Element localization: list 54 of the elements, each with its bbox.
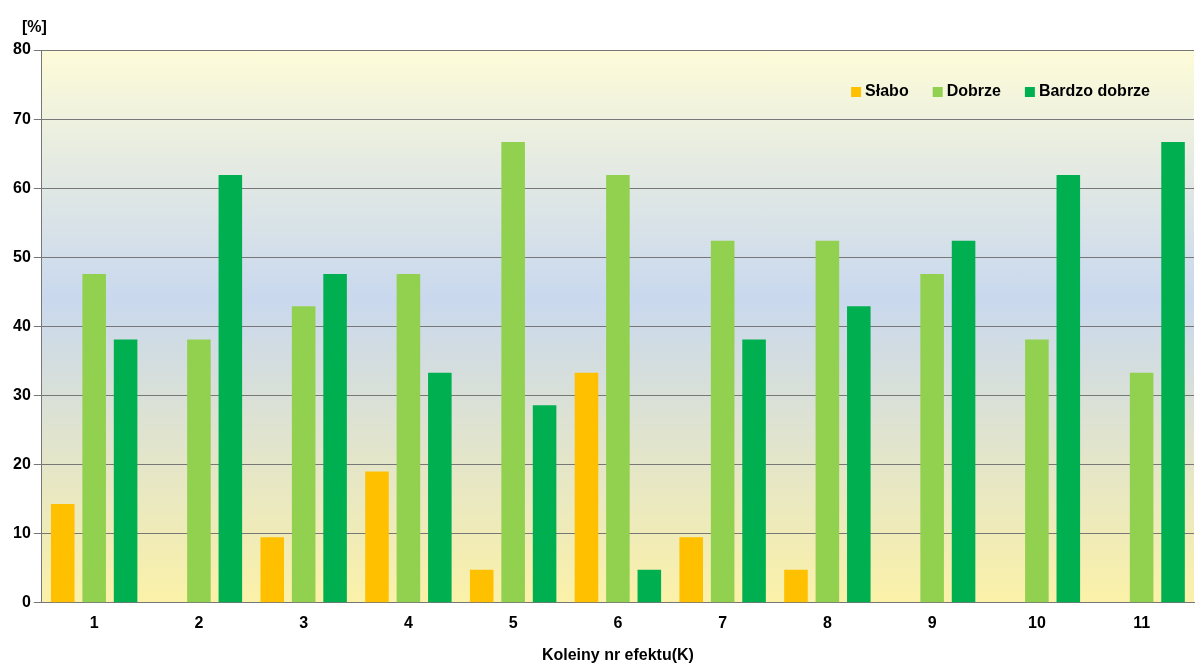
x-tick-label: 8: [822, 613, 832, 631]
bar: [1056, 175, 1081, 603]
bar: [637, 569, 662, 603]
y-tick-label: 40: [13, 316, 31, 334]
bar: [218, 175, 243, 603]
bar: [323, 273, 347, 603]
bar: [428, 372, 452, 603]
y-tick-label: 50: [13, 247, 31, 265]
bar: [187, 339, 211, 603]
y-tick-label: 60: [13, 178, 31, 196]
y-tick-label: 20: [13, 455, 31, 473]
x-tick-label: 4: [403, 613, 413, 631]
bar: [742, 339, 766, 603]
bar: [574, 372, 599, 603]
bar: [113, 339, 138, 603]
bar: [784, 569, 808, 603]
bar: [606, 175, 630, 603]
bar: [1161, 141, 1185, 603]
bar: [532, 405, 557, 603]
bar: [847, 306, 871, 603]
x-tick-label: 6: [613, 613, 623, 631]
bar: [1025, 339, 1049, 603]
bar: [1129, 372, 1154, 603]
x-tick-label: 7: [718, 613, 728, 631]
bar: [260, 537, 285, 603]
y-tick-label: 0: [21, 593, 31, 611]
bar: [501, 141, 525, 603]
y-tick-label: 30: [13, 385, 31, 403]
x-tick-label: 10: [1027, 613, 1046, 631]
bar: [291, 306, 316, 603]
x-axis-title: Koleiny nr efektu(K): [541, 646, 694, 664]
bar: [710, 240, 735, 603]
legend-label: Słabo: [865, 82, 909, 100]
y-tick-label: 70: [13, 109, 31, 127]
bar: [50, 503, 75, 603]
bar: [469, 569, 494, 603]
bar: [82, 273, 106, 603]
x-tick-label: 1: [89, 613, 99, 631]
bar: [365, 471, 389, 603]
bar: [679, 537, 703, 603]
x-tick-label: 5: [508, 613, 518, 631]
bar: [920, 273, 944, 603]
y-tick-label: 10: [13, 524, 31, 542]
x-tick-label: 3: [299, 613, 309, 631]
bar: [951, 240, 976, 603]
x-tick-label: 9: [927, 613, 937, 631]
y-axis-title: [%]: [22, 18, 47, 36]
bar: [815, 240, 840, 603]
bar: [396, 273, 421, 603]
x-tick-label: 2: [194, 613, 204, 631]
legend-label: Dobrze: [946, 82, 1001, 100]
x-tick-label: 11: [1133, 613, 1151, 631]
y-tick-label: 80: [13, 40, 31, 58]
legend-label: Bardzo dobrze: [1038, 82, 1151, 100]
